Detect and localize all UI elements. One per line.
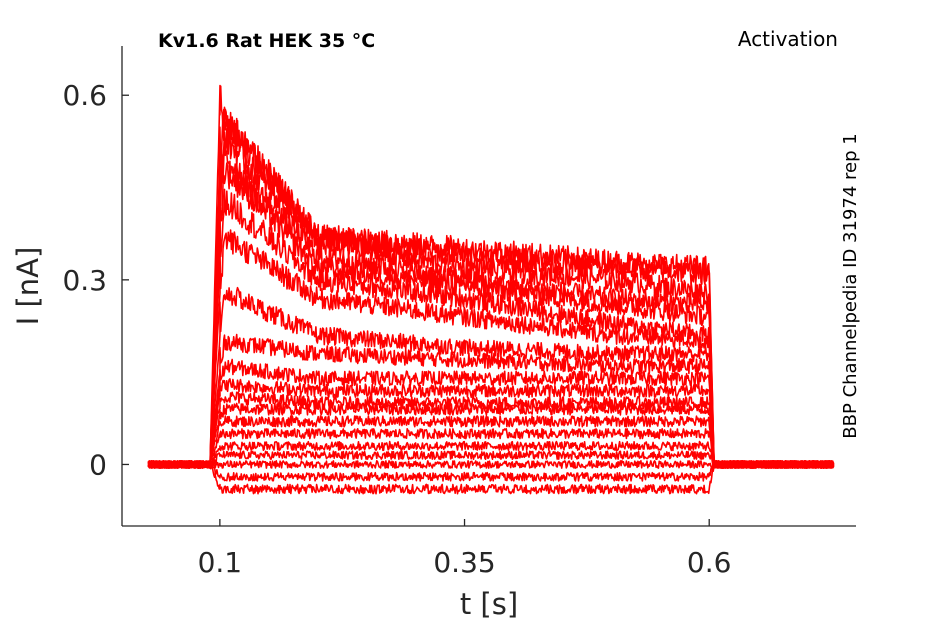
y-axis-label: I [nA] [11, 247, 45, 326]
chart-title: Kv1.6 Rat HEK 35 °C [158, 30, 375, 52]
y-tick-label: 0.6 [62, 79, 107, 112]
x-axis-label: t [s] [460, 587, 518, 621]
x-ticks: 0.1 0.35 0.6 [198, 519, 732, 579]
x-tick-label: 0.1 [198, 546, 243, 579]
trace-group [147, 84, 835, 495]
source-id-label: BBP Channelpedia ID 31974 rep 1 [840, 133, 861, 438]
y-ticks: 0 0.3 0.6 [62, 79, 129, 481]
x-tick-label: 0.6 [687, 546, 732, 579]
y-tick-label: 0.3 [62, 264, 107, 297]
y-tick-label: 0 [89, 448, 107, 481]
axes [121, 46, 856, 527]
protocol-label: Activation [738, 27, 838, 51]
current-trace-20 [147, 84, 835, 469]
x-tick-label: 0.35 [433, 546, 495, 579]
